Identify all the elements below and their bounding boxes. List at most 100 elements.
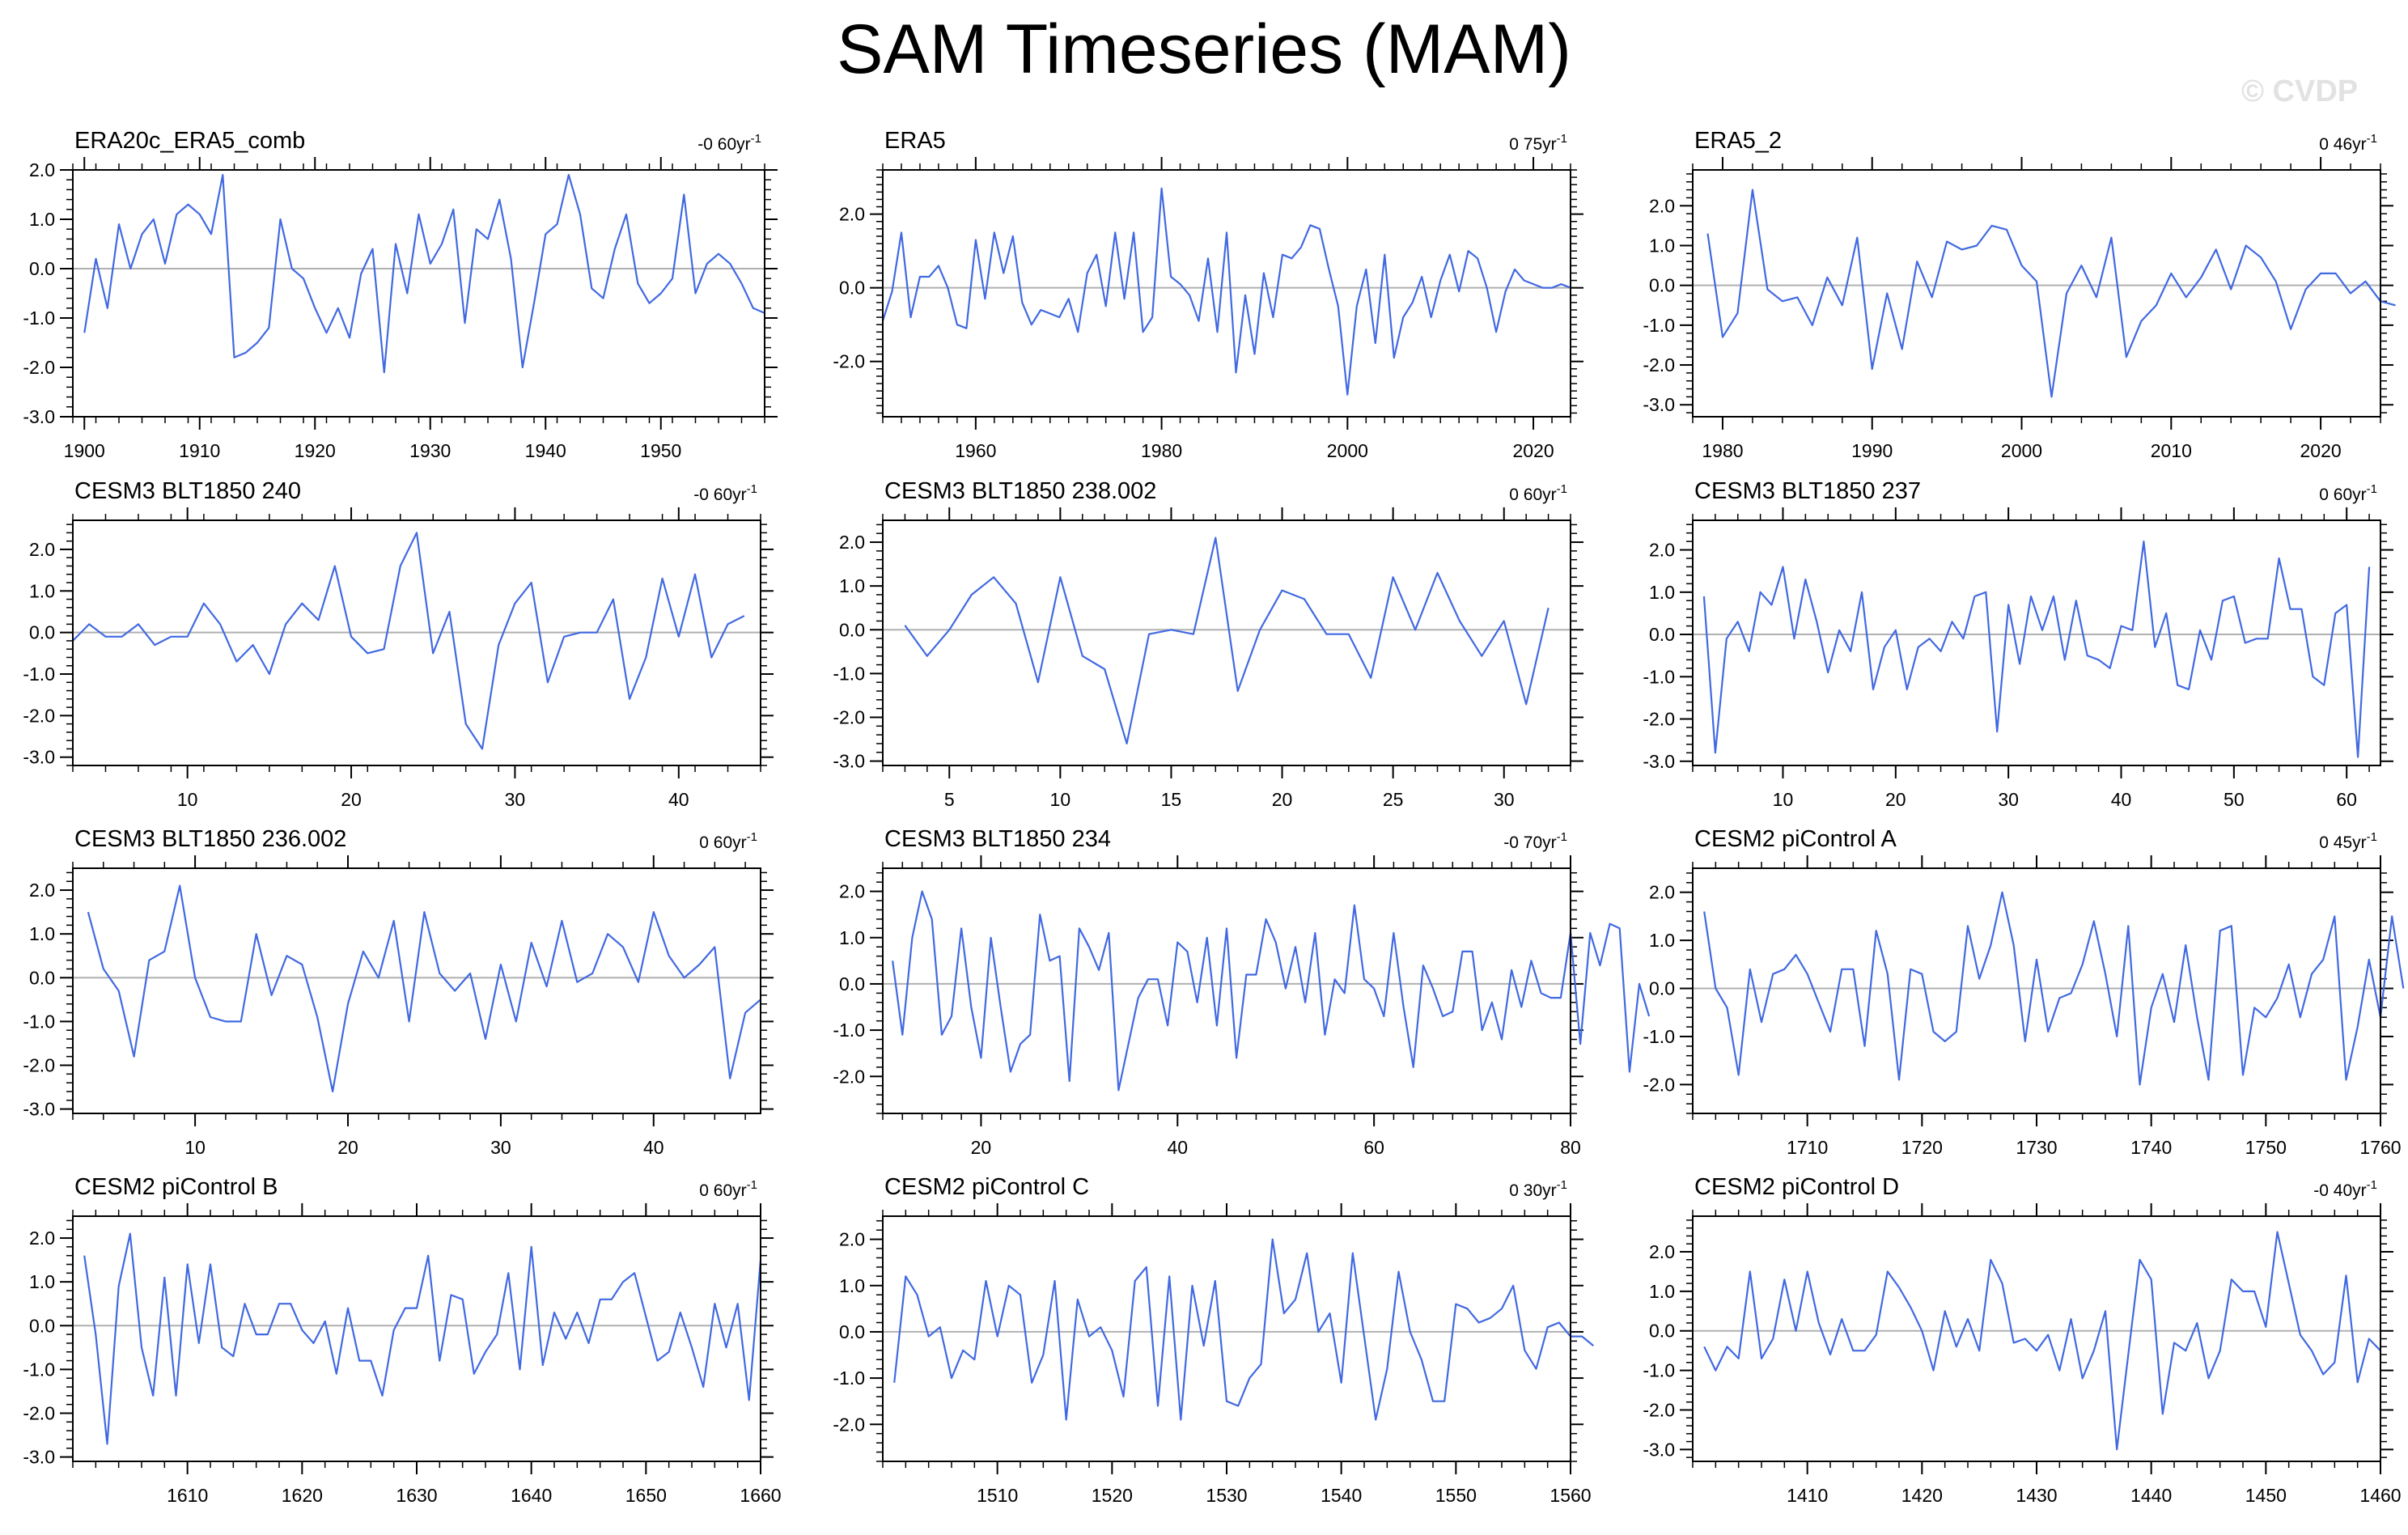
x-tick-label: 1510 <box>977 1485 1018 1506</box>
x-tick-label: 40 <box>2111 789 2132 810</box>
trend-value: 0 45yr <box>2319 833 2366 852</box>
x-tick-label: 1990 <box>1851 440 1893 461</box>
x-tick-label: 40 <box>643 1137 664 1158</box>
panel-10: CESM2 piControl B 0 60yr-1 1610 1620 1630 164… <box>23 1174 781 1506</box>
x-tick-label: 20 <box>341 789 362 810</box>
trend-label: 0 60yr-1 <box>2319 482 2377 504</box>
y-tick-label: 0.0 <box>1649 1321 1675 1342</box>
y-tick-label: 1.0 <box>29 580 55 601</box>
x-tick-label: 1740 <box>2130 1137 2172 1158</box>
panel-11: CESM2 piControl C 0 30yr-1 1510 1520 1530 154… <box>833 1174 1594 1506</box>
x-tick-label: 1960 <box>955 440 996 461</box>
x-tick-label: 1750 <box>2245 1137 2287 1158</box>
series-line <box>881 187 1571 396</box>
x-tick-label: 1720 <box>1901 1137 1943 1158</box>
y-tick-label: 0.0 <box>29 258 55 279</box>
watermark: © CVDP <box>2241 74 2359 108</box>
trend-exponent: -1 <box>2367 132 2377 146</box>
x-tick-label: 1950 <box>640 440 681 461</box>
y-tick-label: 0.0 <box>839 973 865 994</box>
y-tick-label: 1.0 <box>1649 235 1675 256</box>
y-tick-label: -2.0 <box>1643 709 1675 730</box>
x-tick-label: 80 <box>1560 1137 1581 1158</box>
x-tick-label: 1920 <box>295 440 336 461</box>
x-tick-label: 1620 <box>282 1485 323 1506</box>
y-tick-label: 2.0 <box>1649 1241 1675 1262</box>
main-title: SAM Timeseries (MAM) <box>837 11 1571 88</box>
plot-frame <box>72 1215 761 1462</box>
plot-frame <box>72 519 761 766</box>
y-tick-label: -1.0 <box>23 1011 55 1032</box>
x-tick-label: 20 <box>971 1137 992 1158</box>
y-tick-label: 2.0 <box>1649 195 1675 216</box>
trend-exponent: -1 <box>751 132 761 146</box>
x-tick-label: 30 <box>1494 789 1515 810</box>
x-tick-label: 10 <box>184 1137 206 1158</box>
y-tick-label: -3.0 <box>1643 751 1675 772</box>
x-tick-label: 25 <box>1383 789 1404 810</box>
panel-title: CESM2 piControl B <box>74 1174 278 1200</box>
y-tick-label: -1.0 <box>23 664 55 685</box>
series-line <box>893 1238 1594 1421</box>
y-tick-label: 0.0 <box>29 967 55 988</box>
x-tick-label: 1910 <box>179 440 220 461</box>
trend-label: -0 60yr-1 <box>693 482 757 504</box>
panel-title: CESM3 BLT1850 237 <box>1694 478 1921 504</box>
y-tick-label: 1.0 <box>1649 930 1675 951</box>
trend-value: 0 46yr <box>2319 135 2366 154</box>
x-tick-label: 30 <box>490 1137 511 1158</box>
trend-label: -0 70yr-1 <box>1503 830 1567 852</box>
panel-9: CESM2 piControl A 0 45yr-1 1710 1720 1730 174… <box>1643 826 2405 1158</box>
panel-title: ERA5_2 <box>1694 128 1782 154</box>
plot-frame <box>882 169 1571 418</box>
panel-title: ERA20c_ERA5_comb <box>74 128 305 154</box>
panel-title: CESM2 piControl A <box>1694 826 1897 852</box>
plot-frame <box>72 169 765 418</box>
y-tick-label: -1.0 <box>833 1020 865 1041</box>
y-tick-label: 2.0 <box>839 881 865 902</box>
trend-label: 0 75yr-1 <box>1509 132 1567 154</box>
trend-label: 0 60yr-1 <box>699 1178 757 1200</box>
trend-exponent: -1 <box>2367 1178 2377 1192</box>
panel-title: ERA5 <box>884 128 946 154</box>
x-tick-label: 5 <box>944 789 955 810</box>
series-line <box>72 532 745 750</box>
panel-title: CESM3 BLT1850 240 <box>74 478 301 504</box>
y-tick-label: -3.0 <box>23 747 55 768</box>
y-tick-label: -1.0 <box>833 1368 865 1389</box>
series-line <box>892 890 1651 1092</box>
trend-value: -0 60yr <box>697 135 750 154</box>
y-tick-label: -3.0 <box>23 1447 55 1468</box>
trend-exponent: -1 <box>2367 830 2377 844</box>
y-tick-label: 1.0 <box>839 575 865 596</box>
y-tick-label: 2.0 <box>1649 540 1675 561</box>
x-tick-label: 1540 <box>1321 1485 1362 1506</box>
trend-label: -0 40yr-1 <box>2313 1178 2377 1200</box>
x-tick-label: 1630 <box>396 1485 437 1506</box>
panel-title: CESM3 BLT1850 238.002 <box>884 478 1156 504</box>
x-tick-label: 1730 <box>2016 1137 2057 1158</box>
x-tick-label: 1640 <box>511 1485 552 1506</box>
x-tick-label: 1940 <box>525 440 566 461</box>
y-tick-label: 2.0 <box>29 880 55 901</box>
y-tick-label: 2.0 <box>29 159 55 180</box>
y-tick-label: 0.0 <box>839 619 865 640</box>
panel-4: CESM3 BLT1850 240 -0 60yr-1 10 20 30 40 2.0 1.0… <box>23 478 774 810</box>
panel-8: CESM3 BLT1850 234 -0 70yr-1 20 40 60 80 2.0 1.0… <box>833 826 1651 1158</box>
y-tick-label: 2.0 <box>29 539 55 560</box>
trend-value: -0 60yr <box>693 486 746 504</box>
series-line <box>1706 189 2396 398</box>
y-tick-label: 1.0 <box>29 209 55 230</box>
trend-exponent: -1 <box>747 1178 757 1192</box>
x-tick-label: 40 <box>668 789 689 810</box>
x-tick-label: 40 <box>1167 1137 1188 1158</box>
panel-title: CESM3 BLT1850 234 <box>884 826 1111 852</box>
trend-exponent: -1 <box>1557 1178 1567 1192</box>
y-tick-label: -2.0 <box>23 1402 55 1423</box>
trend-label: 0 60yr-1 <box>699 830 757 852</box>
x-tick-label: 1980 <box>1141 440 1182 461</box>
series-line <box>87 884 761 1093</box>
x-tick-label: 20 <box>337 1137 358 1158</box>
plot-frame <box>72 867 761 1114</box>
